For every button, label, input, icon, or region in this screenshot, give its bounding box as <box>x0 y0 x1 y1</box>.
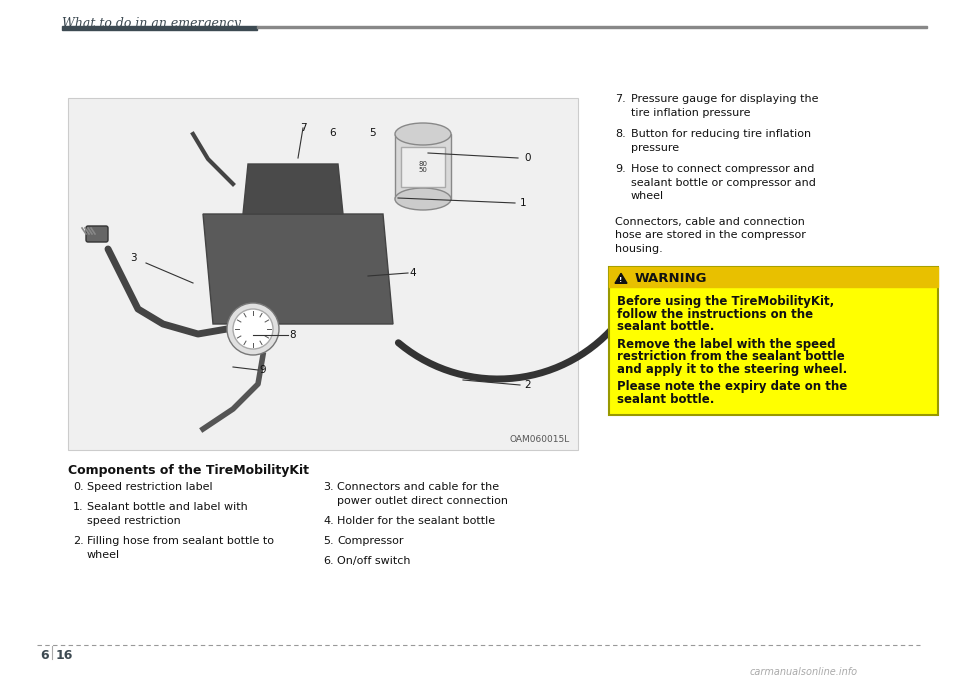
Text: Please note the expiry date on the: Please note the expiry date on the <box>617 380 848 393</box>
Text: 5: 5 <box>370 128 376 138</box>
Circle shape <box>227 303 279 355</box>
Text: WARNING: WARNING <box>635 272 708 285</box>
Text: Button for reducing tire inflation: Button for reducing tire inflation <box>631 129 811 139</box>
Bar <box>257 26 927 28</box>
Polygon shape <box>243 164 343 214</box>
FancyBboxPatch shape <box>609 267 938 415</box>
Text: Sealant bottle and label with: Sealant bottle and label with <box>87 502 248 512</box>
Text: Holder for the sealant bottle: Holder for the sealant bottle <box>337 516 495 526</box>
Text: Before using the TireMobilityKit,: Before using the TireMobilityKit, <box>617 296 834 308</box>
Text: 5.: 5. <box>323 536 334 546</box>
Text: 4.: 4. <box>323 516 334 526</box>
Ellipse shape <box>395 188 451 210</box>
Ellipse shape <box>395 123 451 145</box>
Text: 8.: 8. <box>615 129 626 139</box>
Circle shape <box>233 309 273 349</box>
Bar <box>62 26 257 30</box>
Text: wheel: wheel <box>87 550 120 559</box>
Text: Connectors, cable and connection: Connectors, cable and connection <box>615 217 804 227</box>
Text: 7.: 7. <box>615 94 626 104</box>
Text: 7: 7 <box>300 123 306 133</box>
Text: Compressor: Compressor <box>337 536 403 546</box>
Text: 1.: 1. <box>73 502 84 512</box>
Text: 2.: 2. <box>73 536 84 546</box>
Text: 4: 4 <box>410 268 417 278</box>
Text: follow the instructions on the: follow the instructions on the <box>617 308 813 321</box>
Text: housing.: housing. <box>615 244 662 254</box>
Bar <box>395 134 451 199</box>
Text: tire inflation pressure: tire inflation pressure <box>631 107 751 118</box>
Text: 9.: 9. <box>615 164 626 174</box>
Text: 9: 9 <box>260 365 266 375</box>
Text: hose are stored in the compressor: hose are stored in the compressor <box>615 230 805 240</box>
Text: Remove the label with the speed: Remove the label with the speed <box>617 338 835 351</box>
Text: !: ! <box>619 277 623 282</box>
Text: 3.: 3. <box>323 482 334 492</box>
FancyBboxPatch shape <box>68 98 578 450</box>
Text: power outlet direct connection: power outlet direct connection <box>337 495 508 506</box>
Text: On/off switch: On/off switch <box>337 556 411 566</box>
Text: 1: 1 <box>519 198 526 208</box>
Text: 0.: 0. <box>73 482 84 492</box>
Text: 0: 0 <box>525 153 531 163</box>
Text: sealant bottle or compressor and: sealant bottle or compressor and <box>631 178 816 187</box>
Text: Components of the TireMobilityKit: Components of the TireMobilityKit <box>68 464 309 477</box>
Text: sealant bottle.: sealant bottle. <box>617 393 714 406</box>
Text: restriction from the sealant bottle: restriction from the sealant bottle <box>617 350 845 363</box>
Text: 2: 2 <box>525 380 531 390</box>
Text: 6: 6 <box>40 649 49 662</box>
Text: and apply it to the steering wheel.: and apply it to the steering wheel. <box>617 363 848 376</box>
Text: What to do in an emergency: What to do in an emergency <box>62 17 241 30</box>
Text: Pressure gauge for displaying the: Pressure gauge for displaying the <box>631 94 819 104</box>
Bar <box>401 147 445 187</box>
Text: carmanualsonline.info: carmanualsonline.info <box>750 667 858 677</box>
Text: 6.: 6. <box>323 556 334 566</box>
Text: pressure: pressure <box>631 143 679 152</box>
Bar <box>609 267 938 287</box>
Text: Filling hose from sealant bottle to: Filling hose from sealant bottle to <box>87 536 274 546</box>
FancyBboxPatch shape <box>86 226 108 242</box>
Text: OAM060015L: OAM060015L <box>510 435 570 444</box>
Polygon shape <box>615 274 627 283</box>
Text: 6: 6 <box>329 128 336 138</box>
Text: 3: 3 <box>130 253 136 263</box>
Text: 16: 16 <box>56 649 73 662</box>
Text: Hose to connect compressor and: Hose to connect compressor and <box>631 164 814 174</box>
Text: Speed restriction label: Speed restriction label <box>87 482 212 492</box>
Text: Connectors and cable for the: Connectors and cable for the <box>337 482 499 492</box>
Text: 80
50: 80 50 <box>419 161 427 174</box>
Text: speed restriction: speed restriction <box>87 516 180 526</box>
Text: wheel: wheel <box>631 192 664 201</box>
Text: 8: 8 <box>290 330 297 340</box>
Text: sealant bottle.: sealant bottle. <box>617 320 714 333</box>
Polygon shape <box>203 214 393 324</box>
